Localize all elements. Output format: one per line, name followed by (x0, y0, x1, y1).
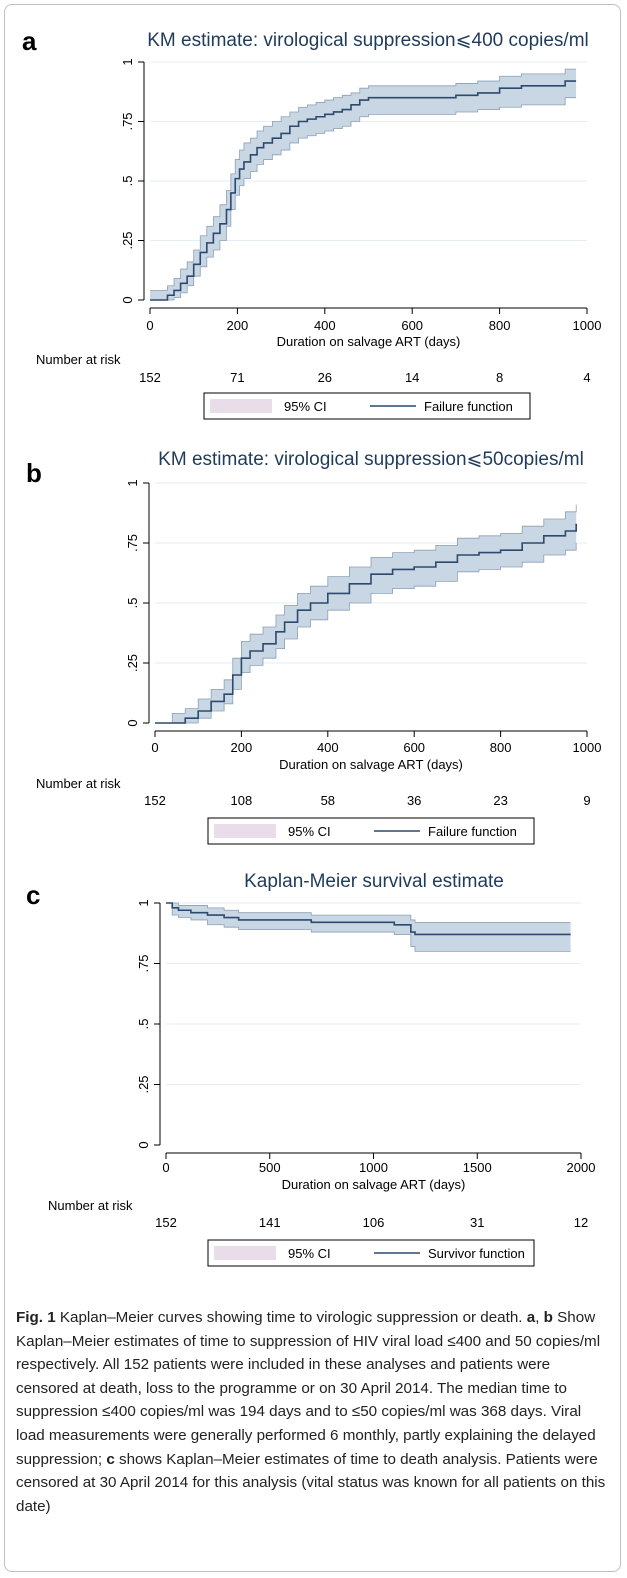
figure-frame (4, 4, 621, 1572)
y-tick-label: .25 (136, 1075, 151, 1093)
legend-line-label: Failure function (428, 824, 517, 839)
x-axis-title: Duration on salvage ART (days) (279, 757, 463, 772)
y-tick-label: .75 (136, 954, 151, 972)
legend-ci-label: 95% CI (284, 399, 327, 414)
legend-line-label: Survivor function (428, 1246, 525, 1261)
figure-caption: Fig. 1 Kaplan–Meier curves showing time … (16, 1306, 614, 1518)
ci-band (155, 504, 577, 723)
risk-value: 26 (318, 370, 332, 385)
panel-a-letter: a (22, 26, 37, 56)
legend-ci-swatch (214, 1246, 276, 1260)
legend: 95% CI Failure function (203, 392, 531, 420)
y-tick-label: .25 (125, 654, 140, 672)
risk-value: 152 (144, 793, 166, 808)
caption-title: Kaplan–Meier curves showing time to viro… (59, 1309, 523, 1326)
caption-text-c: shows Kaplan–Meier estimates of time to … (16, 1450, 606, 1515)
risk-value: 8 (496, 370, 503, 385)
x-tick-label: 1000 (573, 740, 602, 755)
ci-lower-line (166, 902, 571, 952)
series-line (150, 80, 577, 301)
risk-value: 71 (230, 370, 244, 385)
caption-ref-c: c (106, 1450, 115, 1468)
caption-ref-b: b (543, 1309, 553, 1326)
risk-value: 23 (493, 793, 507, 808)
legend-ci-swatch (214, 824, 276, 838)
risk-value: 31 (470, 1215, 484, 1230)
risk-value: 58 (321, 793, 335, 808)
legend-ci-swatch (210, 399, 272, 413)
y-tick-label: .75 (120, 112, 135, 130)
y-tick-label: .5 (120, 176, 135, 187)
ci-band (166, 903, 571, 952)
caption-comma: , (535, 1309, 544, 1326)
risk-value: 14 (405, 370, 419, 385)
x-tick-label: 200 (227, 318, 249, 333)
ci-upper-line (150, 68, 577, 291)
risk-value: 9 (583, 793, 590, 808)
x-tick-label: 200 (231, 740, 253, 755)
chart-title: Kaplan-Meier survival estimate (244, 871, 504, 892)
x-tick-label: 600 (401, 318, 423, 333)
x-axis-title: Duration on salvage ART (days) (277, 334, 461, 349)
chart-panel-a: KM estimate: virological suppression⩽400… (36, 30, 602, 420)
x-tick-label: 800 (489, 318, 511, 333)
y-tick-label: 0 (120, 296, 135, 303)
x-tick-label: 2000 (567, 1160, 596, 1175)
chart-title: KM estimate: virological suppression⩽50c… (158, 449, 584, 470)
chart-panel-c: Kaplan-Meier survival estimate 0 .25 .5 .75 1… (48, 871, 596, 1267)
risk-value: 152 (155, 1215, 177, 1230)
x-tick-label: 1000 (573, 318, 602, 333)
x-tick-label: 0 (151, 740, 158, 755)
series-line (155, 523, 577, 724)
x-tick-label: 500 (259, 1160, 281, 1175)
y-tick-label: 0 (125, 719, 140, 726)
y-tick-label: .5 (136, 1019, 151, 1030)
x-tick-label: 0 (162, 1160, 169, 1175)
legend-line-label: Failure function (424, 399, 513, 414)
ci-upper-line (155, 504, 577, 724)
x-tick-label: 800 (490, 740, 512, 755)
legend: 95% CI Failure function (207, 817, 535, 845)
y-tick-label: .25 (120, 231, 135, 249)
ci-lower-line (150, 97, 577, 301)
chart-title: KM estimate: virological suppression⩽400… (147, 30, 589, 51)
risk-value: 106 (363, 1215, 385, 1230)
risk-value: 4 (583, 370, 590, 385)
legend-ci-label: 95% CI (288, 824, 331, 839)
panel-b-letter: b (26, 458, 42, 488)
ci-band (150, 69, 577, 300)
y-tick-label: .75 (125, 534, 140, 552)
caption-ref-a: a (526, 1309, 536, 1326)
caption-text-ab: Show Kaplan–Meier estimates of time to s… (16, 1309, 601, 1468)
risk-value: 36 (407, 793, 421, 808)
legend: 95% CI Survivor function (207, 1239, 535, 1267)
x-tick-label: 0 (146, 318, 153, 333)
panel-c-letter: c (26, 880, 40, 910)
ci-lower-line (155, 543, 577, 724)
x-tick-label: 1500 (463, 1160, 492, 1175)
y-tick-label: 1 (136, 899, 151, 906)
x-tick-label: 600 (403, 740, 425, 755)
risk-table-title: Number at risk (36, 352, 121, 367)
y-tick-label: .5 (125, 598, 140, 609)
caption-fig-label: Fig. 1 (16, 1309, 56, 1326)
y-tick-label: 1 (120, 58, 135, 65)
legend-ci-label: 95% CI (288, 1246, 331, 1261)
x-tick-label: 400 (314, 318, 336, 333)
y-tick-label: 1 (125, 479, 140, 486)
risk-value: 152 (139, 370, 161, 385)
y-tick-label: 0 (136, 1141, 151, 1148)
series-line (166, 902, 571, 936)
risk-value: 141 (259, 1215, 281, 1230)
risk-table-title: Number at risk (48, 1198, 133, 1213)
x-axis-title: Duration on salvage ART (days) (282, 1177, 466, 1192)
risk-value: 12 (574, 1215, 588, 1230)
x-tick-label: 400 (317, 740, 339, 755)
risk-table-title: Number at risk (36, 776, 121, 791)
chart-panel-b: KM estimate: virological suppression⩽50c… (36, 449, 602, 845)
x-tick-label: 1000 (359, 1160, 388, 1175)
figure-canvas: a b c KM estimate: virological suppressi… (22, 26, 602, 1267)
ci-upper-line (166, 902, 571, 923)
risk-value: 108 (231, 793, 253, 808)
